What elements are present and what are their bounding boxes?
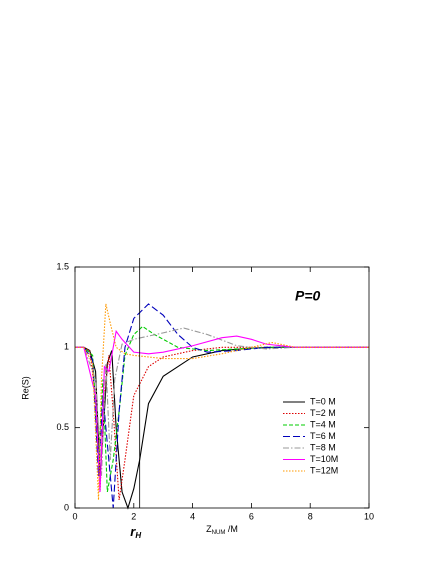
legend-label: T=0 M [310, 396, 336, 406]
y-tick-label: 1.5 [56, 261, 69, 271]
y-axis-label: Re(S) [20, 376, 30, 400]
marker-label-main: r [130, 524, 136, 539]
legend-label: T=12M [310, 465, 338, 475]
series-line [75, 346, 369, 501]
x-tick-label: 2 [131, 511, 136, 521]
y-tick-label: 1 [64, 342, 69, 352]
x-label-tail: /M [225, 524, 238, 534]
marker-label: rH [130, 524, 141, 540]
legend-label: T=4 M [310, 419, 336, 429]
x-axis-label: ZNUM /M [206, 524, 238, 535]
y-tick-label: 0.5 [56, 422, 69, 432]
x-tick-label: 0 [72, 511, 77, 521]
series-line [75, 303, 369, 509]
x-tick-label: 10 [364, 511, 374, 521]
annotation: P=0 [295, 288, 321, 304]
plot-frame [74, 266, 370, 509]
legend-label: T=6 M [310, 431, 336, 441]
series-line [75, 303, 369, 500]
y-tick-label: 0 [64, 502, 69, 512]
legend-label: T=8 M [310, 442, 336, 452]
marker-label-sub: H [135, 531, 141, 540]
x-tick-label: 6 [249, 511, 254, 521]
x-tick-label: 8 [308, 511, 313, 521]
series-line [75, 329, 369, 492]
legend-label: T=10M [310, 454, 338, 464]
legend-label: T=2 M [310, 408, 336, 418]
x-label-main: Z [206, 524, 212, 534]
x-tick-label: 4 [190, 511, 195, 521]
x-label-sub: NUM [212, 530, 226, 536]
